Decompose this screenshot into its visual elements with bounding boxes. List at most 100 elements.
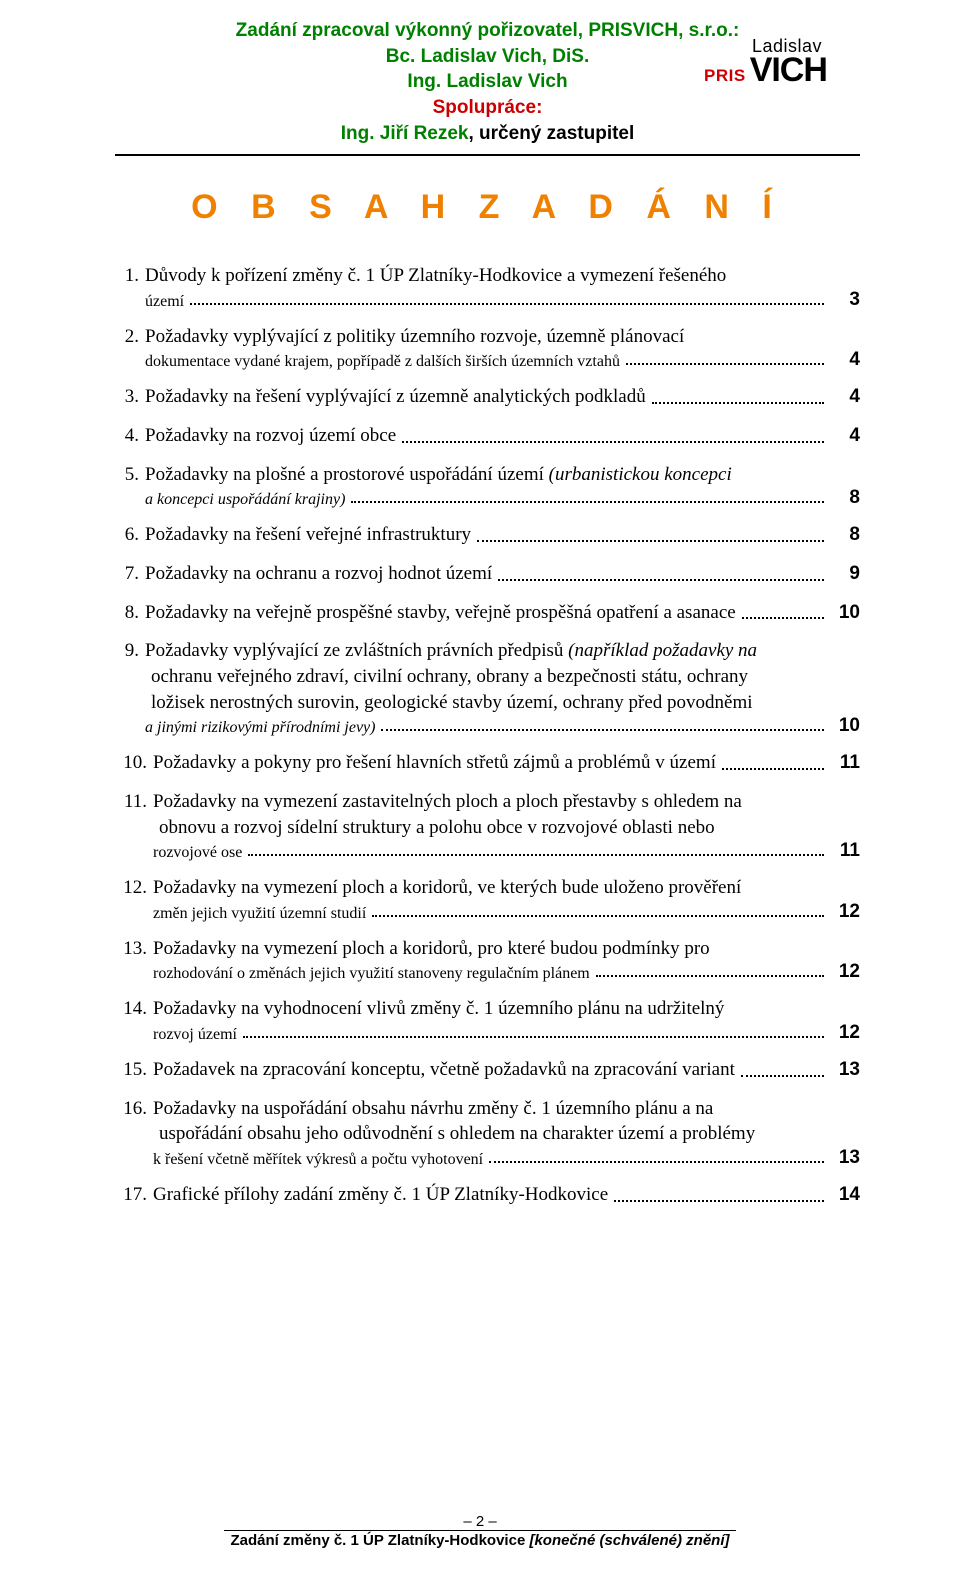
toc-item-text-cont: a koncepci uspořádání krajiny) xyxy=(145,491,345,509)
page-number: – 2 – xyxy=(0,1513,960,1530)
toc-item: 5.Požadavky na plošné a prostorové uspoř… xyxy=(115,462,860,510)
toc-item-number: 3. xyxy=(115,384,145,410)
toc-item-number: 16. xyxy=(115,1096,153,1122)
toc-item-text-cont: ložisek nerostných surovin, geologické s… xyxy=(115,690,860,716)
toc-item: 3.Požadavky na řešení vyplývající z územ… xyxy=(115,384,860,410)
toc-dots xyxy=(477,540,824,542)
toc-item-number: 9. xyxy=(115,638,145,664)
toc-item-number: 1. xyxy=(115,263,145,289)
toc-item-page: 4 xyxy=(830,423,860,449)
toc-dots xyxy=(372,915,824,917)
header-line-4: Spolupráce: xyxy=(115,95,860,121)
toc-item-text-cont: dokumentace vydané krajem, popřípadě z d… xyxy=(145,353,620,371)
toc-dots xyxy=(351,501,824,503)
toc-dots xyxy=(381,729,824,731)
footer-text-a: Zadání změny č. 1 ÚP Zlatníky-Hodkovice xyxy=(230,1532,529,1549)
toc-dots xyxy=(742,617,824,619)
toc-item-text: Požadavky na ochranu a rozvoj hodnot úze… xyxy=(145,561,492,587)
toc-dots xyxy=(243,1036,824,1038)
toc-item-page: 9 xyxy=(830,561,860,587)
toc-item-text: Požadavky na rozvoj území obce xyxy=(145,423,396,449)
toc-item-number: 5. xyxy=(115,462,145,488)
toc-item: 14.Požadavky na vyhodnocení vlivů změny … xyxy=(115,996,860,1044)
footer-text-b: [konečné (schválené) znění] xyxy=(529,1532,729,1549)
toc-item: 11.Požadavky na vymezení zastavitelných … xyxy=(115,789,860,862)
toc-dots xyxy=(190,303,824,305)
toc-item-number: 11. xyxy=(115,789,153,815)
toc-item-text: Požadavky na řešení veřejné infrastruktu… xyxy=(145,522,471,548)
toc-item-text-cont: uspořádání obsahu jeho odůvodnění s ohle… xyxy=(115,1121,860,1147)
toc-dots xyxy=(498,579,824,581)
toc-dots xyxy=(741,1075,824,1077)
toc-item: 15.Požadavek na zpracování konceptu, vče… xyxy=(115,1057,860,1083)
toc-item-text-cont: obnovu a rozvoj sídelní struktury a polo… xyxy=(115,815,860,841)
toc-item: 6.Požadavky na řešení veřejné infrastruk… xyxy=(115,522,860,548)
toc-item-number: 2. xyxy=(115,324,145,350)
toc-item-text-cont: ochranu veřejného zdraví, civilní ochran… xyxy=(115,664,860,690)
header-line-5a: Ing. Jiří Rezek xyxy=(341,123,469,144)
toc-item: 1.Důvody k pořízení změny č. 1 ÚP Zlatní… xyxy=(115,263,860,311)
toc-dots xyxy=(489,1161,824,1163)
toc-item-page: 12 xyxy=(830,1022,860,1044)
toc-item-page: 11 xyxy=(830,840,860,862)
toc-item-number: 10. xyxy=(115,750,153,776)
toc-item: 7.Požadavky na ochranu a rozvoj hodnot ú… xyxy=(115,561,860,587)
footer: – 2 – Zadání změny č. 1 ÚP Zlatníky-Hodk… xyxy=(0,1513,960,1550)
toc-item-page: 13 xyxy=(830,1057,860,1083)
toc-item-page: 8 xyxy=(830,487,860,509)
toc-item-page: 10 xyxy=(830,600,860,626)
toc-item-text: Požadavky vyplývající ze zvláštních práv… xyxy=(145,638,757,664)
toc-item-text-cont: změn jejich využití územní studií xyxy=(153,905,366,923)
toc-item-page: 12 xyxy=(830,901,860,923)
header-line-5b: , určený zastupitel xyxy=(469,123,635,144)
document-header: Ladislav PRIS VICH Zadání zpracoval výko… xyxy=(115,18,860,156)
toc-item-text: Požadavky na plošné a prostorové uspořád… xyxy=(145,462,732,488)
toc-dots xyxy=(722,768,824,770)
logo-vich: VICH xyxy=(750,51,827,90)
toc-item-page: 11 xyxy=(830,750,860,776)
toc-item-text-cont: rozhodování o změnách jejich využití sta… xyxy=(153,965,590,983)
toc-item-number: 14. xyxy=(115,996,153,1022)
logo-pris: PRIS xyxy=(704,66,746,86)
footer-text: Zadání změny č. 1 ÚP Zlatníky-Hodkovice … xyxy=(224,1530,735,1549)
toc-item-text: Požadavky na veřejně prospěšné stavby, v… xyxy=(145,600,736,626)
toc-item: 16.Požadavky na uspořádání obsahu návrhu… xyxy=(115,1096,860,1169)
toc-item-number: 6. xyxy=(115,522,145,548)
toc-item-text-cont: rozvoj území xyxy=(153,1026,237,1044)
logo: Ladislav PRIS VICH xyxy=(704,36,864,86)
toc-item-text: Požadavky na vymezení zastavitelných plo… xyxy=(153,789,742,815)
toc-item-text: Grafické přílohy zadání změny č. 1 ÚP Zl… xyxy=(153,1182,608,1208)
toc-dots xyxy=(614,1200,824,1202)
toc-item-text-cont: a jinými rizikovými přírodními jevy) xyxy=(145,719,375,737)
toc-item: 17.Grafické přílohy zadání změny č. 1 ÚP… xyxy=(115,1182,860,1208)
toc-item-text: Důvody k pořízení změny č. 1 ÚP Zlatníky… xyxy=(145,263,726,289)
toc-item-text: Požadavky vyplývající z politiky územníh… xyxy=(145,324,684,350)
toc-item-text: Požadavky na vymezení ploch a koridorů, … xyxy=(153,936,710,962)
toc-item-page: 4 xyxy=(830,384,860,410)
toc-item-text: Požadavky na řešení vyplývající z územně… xyxy=(145,384,646,410)
header-line-5: Ing. Jiří Rezek, určený zastupitel xyxy=(115,121,860,147)
toc-item-text: Požadavky na uspořádání obsahu návrhu zm… xyxy=(153,1096,713,1122)
toc-item: 12.Požadavky na vymezení ploch a koridor… xyxy=(115,875,860,923)
toc-item-number: 15. xyxy=(115,1057,153,1083)
toc-item-number: 8. xyxy=(115,600,145,626)
toc-item-page: 13 xyxy=(830,1147,860,1169)
toc-item-page: 3 xyxy=(830,289,860,311)
toc-item-text-cont: území xyxy=(145,293,184,311)
toc-item: 13.Požadavky na vymezení ploch a koridor… xyxy=(115,936,860,984)
toc-item: 10.Požadavky a pokyny pro řešení hlavníc… xyxy=(115,750,860,776)
toc-item-page: 14 xyxy=(830,1182,860,1208)
toc-item-text: Požadavky na vymezení ploch a koridorů, … xyxy=(153,875,741,901)
toc-item-number: 17. xyxy=(115,1182,153,1208)
toc-item: 2.Požadavky vyplývající z politiky územn… xyxy=(115,324,860,372)
toc-item-number: 7. xyxy=(115,561,145,587)
table-of-contents: 1.Důvody k pořízení změny č. 1 ÚP Zlatní… xyxy=(115,263,860,1207)
toc-item-number: 13. xyxy=(115,936,153,962)
toc-item-number: 12. xyxy=(115,875,153,901)
toc-item-page: 12 xyxy=(830,961,860,983)
toc-dots xyxy=(626,363,824,365)
toc-item-text-cont: rozvojové ose xyxy=(153,844,242,862)
toc-item-page: 4 xyxy=(830,349,860,371)
toc-item: 8.Požadavky na veřejně prospěšné stavby,… xyxy=(115,600,860,626)
toc-item-text: Požadavky a pokyny pro řešení hlavních s… xyxy=(153,750,716,776)
